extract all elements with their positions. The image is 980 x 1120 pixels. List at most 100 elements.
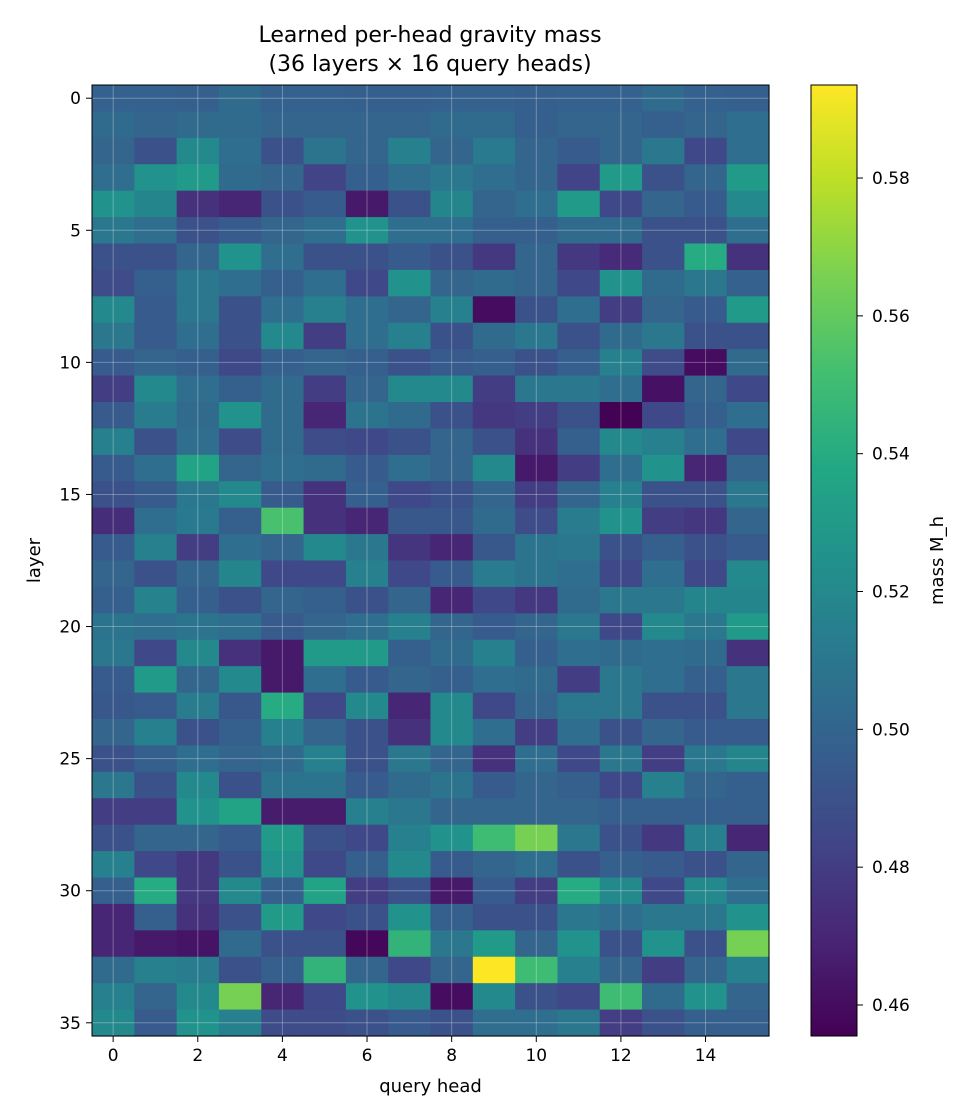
heatmap-cell bbox=[92, 771, 135, 799]
heatmap-cell bbox=[345, 164, 389, 192]
heatmap-cell bbox=[515, 719, 559, 747]
heatmap-cell bbox=[218, 85, 262, 113]
heatmap-cell bbox=[303, 296, 347, 324]
heatmap-cell bbox=[726, 349, 770, 377]
heatmap-cell bbox=[684, 851, 728, 879]
heatmap-cell bbox=[303, 428, 347, 456]
heatmap-cell bbox=[515, 296, 559, 324]
heatmap-cell bbox=[430, 164, 474, 192]
heatmap-cell bbox=[345, 771, 389, 799]
heatmap-cell bbox=[430, 666, 474, 694]
heatmap-cell bbox=[557, 903, 601, 931]
heatmap-cell bbox=[684, 930, 728, 958]
heatmap-cells bbox=[92, 85, 770, 1037]
heatmap-cell bbox=[303, 798, 347, 826]
heatmap-cell bbox=[218, 111, 262, 139]
heatmap-cell bbox=[684, 111, 728, 139]
heatmap-cell bbox=[388, 137, 432, 165]
chart-title-line: (36 layers × 16 query heads) bbox=[268, 52, 591, 77]
heatmap-cell bbox=[472, 1009, 516, 1037]
heatmap-cell bbox=[134, 190, 178, 218]
heatmap-cell bbox=[726, 798, 770, 826]
heatmap-cell bbox=[642, 851, 685, 879]
heatmap-cell bbox=[92, 692, 135, 720]
heatmap-cell bbox=[345, 745, 389, 773]
heatmap-cell bbox=[261, 983, 305, 1011]
heatmap-cell bbox=[642, 190, 685, 218]
heatmap-cell bbox=[388, 507, 432, 535]
heatmap-cell bbox=[303, 85, 347, 113]
heatmap-cell bbox=[388, 85, 432, 113]
heatmap-cell bbox=[261, 719, 305, 747]
heatmap-cell bbox=[642, 983, 685, 1011]
heatmap-cell bbox=[726, 534, 770, 562]
heatmap-cell bbox=[176, 137, 220, 165]
heatmap-cell bbox=[726, 269, 770, 297]
heatmap-cell bbox=[388, 666, 432, 694]
heatmap-cell bbox=[261, 402, 305, 430]
x-axis-ticks: 0 2 4 6 8 10 12 14 bbox=[108, 1036, 716, 1066]
heatmap-cell bbox=[642, 798, 685, 826]
heatmap-cell bbox=[684, 956, 728, 984]
heatmap-cell bbox=[430, 534, 474, 562]
heatmap-cell bbox=[557, 190, 601, 218]
heatmap-cell bbox=[515, 243, 559, 271]
heatmap-cell bbox=[176, 402, 220, 430]
heatmap-cell bbox=[92, 639, 135, 667]
heatmap-cell bbox=[134, 771, 178, 799]
heatmap-cell bbox=[557, 164, 601, 192]
heatmap-cell bbox=[176, 851, 220, 879]
heatmap-cell bbox=[472, 771, 516, 799]
heatmap-cell bbox=[726, 481, 770, 509]
heatmap-cell bbox=[176, 296, 220, 324]
heatmap-cell bbox=[218, 481, 262, 509]
heatmap-cell bbox=[430, 85, 474, 113]
heatmap-cell bbox=[92, 428, 135, 456]
heatmap-cell bbox=[176, 613, 220, 641]
heatmap-cell bbox=[261, 269, 305, 297]
heatmap-cell bbox=[218, 824, 262, 852]
heatmap-cell bbox=[92, 930, 135, 958]
heatmap-cell bbox=[92, 534, 135, 562]
heatmap-cell bbox=[684, 639, 728, 667]
heatmap-cell bbox=[388, 111, 432, 139]
heatmap-cell bbox=[557, 534, 601, 562]
heatmap-cell bbox=[726, 903, 770, 931]
heatmap-cell bbox=[557, 692, 601, 720]
heatmap-cell bbox=[92, 85, 135, 113]
heatmap-cell bbox=[134, 85, 178, 113]
heatmap-cell bbox=[303, 322, 347, 350]
heatmap-cell bbox=[388, 269, 432, 297]
x-tick-label: 10 bbox=[525, 1046, 547, 1066]
heatmap-cell bbox=[642, 586, 685, 614]
heatmap-cell bbox=[557, 639, 601, 667]
heatmap-cell bbox=[599, 666, 643, 694]
heatmap-cell bbox=[430, 930, 474, 958]
heatmap-cell bbox=[557, 507, 601, 535]
heatmap-cell bbox=[726, 666, 770, 694]
heatmap-cell bbox=[176, 164, 220, 192]
heatmap-cell bbox=[134, 586, 178, 614]
x-tick-label: 0 bbox=[108, 1046, 119, 1066]
heatmap-cell bbox=[472, 560, 516, 588]
x-tick-label: 12 bbox=[610, 1046, 632, 1066]
heatmap-cell bbox=[176, 85, 220, 113]
heatmap-cell bbox=[134, 719, 178, 747]
heatmap-cell bbox=[599, 719, 643, 747]
heatmap-cell bbox=[684, 454, 728, 482]
heatmap-cell bbox=[599, 534, 643, 562]
heatmap-cell bbox=[176, 269, 220, 297]
heatmap-cell bbox=[472, 402, 516, 430]
heatmap-cell bbox=[176, 586, 220, 614]
heatmap-cell bbox=[430, 719, 474, 747]
heatmap-cell bbox=[515, 639, 559, 667]
heatmap-cell bbox=[345, 930, 389, 958]
heatmap-cell bbox=[345, 877, 389, 905]
heatmap-cell bbox=[642, 243, 685, 271]
heatmap-cell bbox=[388, 402, 432, 430]
heatmap-cell bbox=[726, 296, 770, 324]
heatmap-cell bbox=[599, 322, 643, 350]
heatmap-cell bbox=[557, 613, 601, 641]
heatmap-cell bbox=[599, 771, 643, 799]
heatmap-cell bbox=[430, 586, 474, 614]
